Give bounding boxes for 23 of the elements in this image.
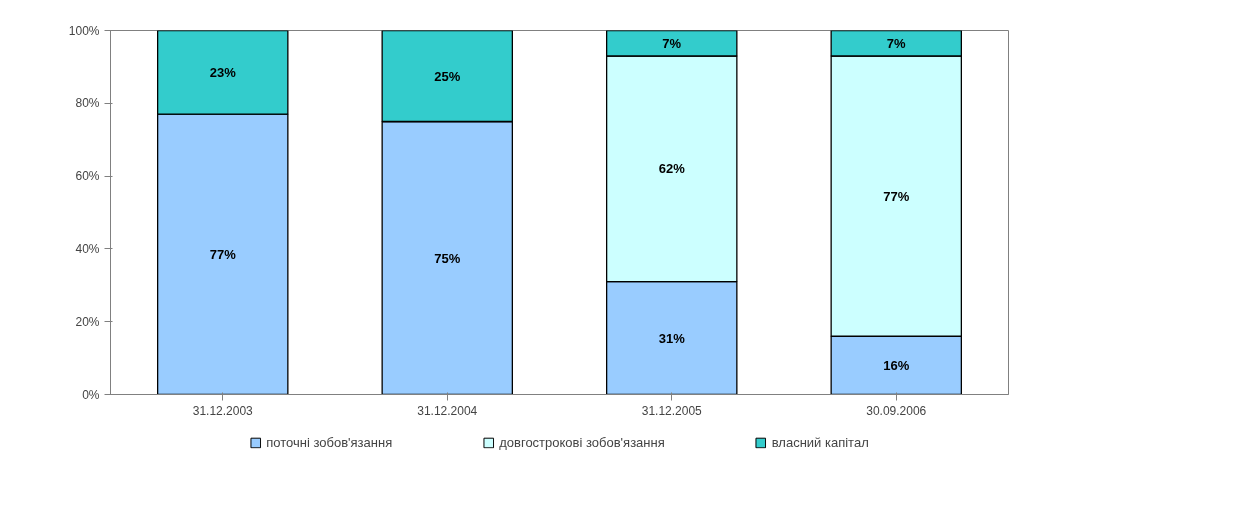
x-tick-label: 31.12.2005 xyxy=(641,403,703,418)
data-label: 31% xyxy=(658,330,686,346)
x-tick-label: 31.12.2004 xyxy=(417,403,478,418)
legend-label: власний капітал xyxy=(771,434,869,450)
data-label: 77% xyxy=(883,188,910,204)
data-label: 25% xyxy=(434,68,461,84)
data-label: 23% xyxy=(209,64,237,80)
data-label: 7% xyxy=(662,35,682,51)
y-tick-label: 20% xyxy=(75,314,100,329)
data-label: 77% xyxy=(209,246,237,262)
legend-label: поточні зобов'язання xyxy=(266,434,393,450)
y-tick-label: 80% xyxy=(75,96,100,111)
x-tick-label: 31.12.2003 xyxy=(192,403,254,418)
data-label: 75% xyxy=(434,250,461,266)
data-label: 7% xyxy=(886,35,907,51)
y-tick-label: 0% xyxy=(82,387,100,402)
y-tick-label: 40% xyxy=(75,241,100,256)
data-label: 62% xyxy=(658,161,686,177)
legend-label: довгострокові зобов'язання xyxy=(499,434,665,450)
data-label: 16% xyxy=(883,357,910,373)
y-tick-label: 60% xyxy=(75,169,100,184)
y-tick-label: 100% xyxy=(68,23,100,38)
x-tick-label: 30.09.2006 xyxy=(866,403,927,418)
